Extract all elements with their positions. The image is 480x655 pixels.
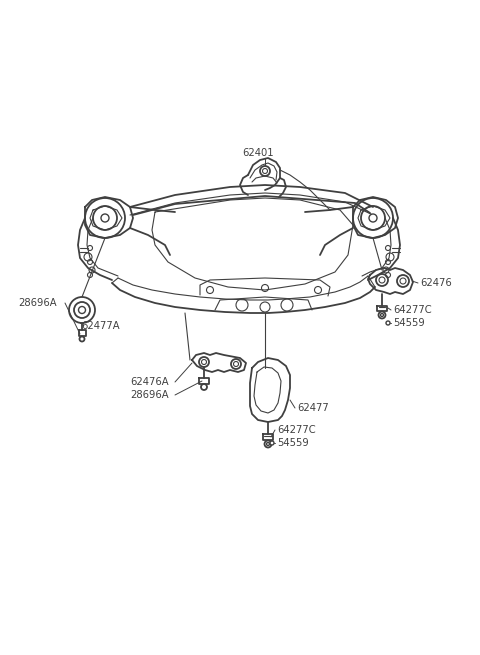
Text: 64277C: 64277C (393, 305, 432, 315)
Text: 62476: 62476 (420, 278, 452, 288)
Text: 28696A: 28696A (18, 298, 57, 308)
Text: 62476A: 62476A (130, 377, 168, 387)
Circle shape (79, 307, 85, 314)
Circle shape (386, 321, 390, 325)
Circle shape (101, 214, 109, 222)
Circle shape (201, 384, 207, 390)
Circle shape (80, 337, 84, 341)
Text: 62477: 62477 (297, 403, 329, 413)
Text: 28696A: 28696A (130, 390, 168, 400)
Circle shape (369, 214, 377, 222)
Text: 54559: 54559 (393, 318, 425, 328)
Text: 64277C: 64277C (277, 425, 316, 435)
Text: 62401: 62401 (242, 148, 274, 158)
Text: 54559: 54559 (277, 438, 309, 448)
Circle shape (270, 441, 274, 445)
Circle shape (381, 314, 384, 316)
Text: 62477A: 62477A (81, 321, 120, 331)
Circle shape (266, 443, 269, 445)
